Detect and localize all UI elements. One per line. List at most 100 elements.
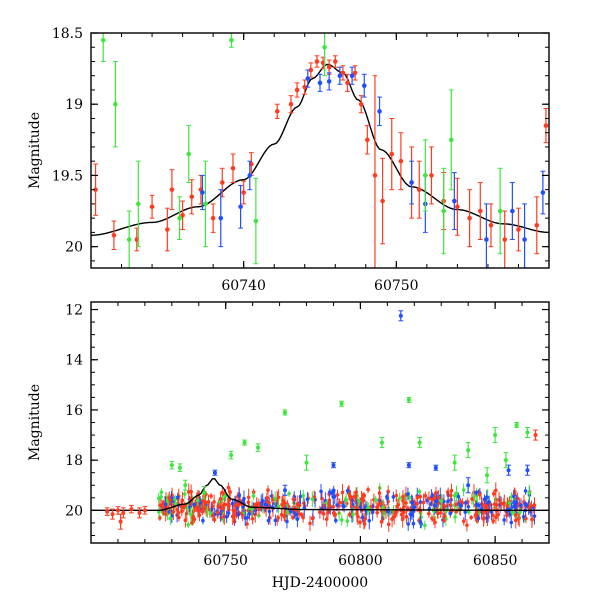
band-point (509, 520, 514, 525)
data-point (409, 180, 414, 185)
band-point (419, 515, 423, 519)
data-point (169, 187, 175, 192)
data-point (118, 519, 123, 524)
y-axis-label: Magnitude (27, 384, 43, 461)
data-point (497, 208, 503, 214)
band-point (461, 488, 466, 492)
band-point (201, 518, 205, 523)
data-point (488, 222, 494, 228)
band-point (224, 515, 229, 519)
band-point (430, 493, 435, 498)
band-point (512, 494, 516, 499)
band-point (310, 497, 315, 501)
band-point (427, 496, 431, 501)
band-point (466, 510, 471, 514)
band-point (253, 512, 258, 517)
band-point (241, 499, 246, 503)
band-point (463, 510, 468, 514)
data-point (433, 465, 438, 470)
data-point (493, 433, 498, 438)
data-point (202, 490, 207, 495)
data-point (372, 173, 378, 178)
data-point (416, 187, 422, 192)
band-point (392, 515, 396, 519)
data-point (314, 59, 320, 64)
band-point (469, 515, 473, 520)
band-point (245, 522, 249, 526)
band-point (279, 512, 284, 517)
band-point (434, 490, 438, 495)
data-point (247, 173, 253, 178)
data-point (183, 483, 188, 488)
band-point (348, 494, 353, 499)
band-point (432, 503, 437, 508)
band-point (492, 502, 497, 507)
band-point (171, 510, 176, 514)
band-point (231, 508, 236, 513)
band-point (257, 507, 261, 512)
band-point (282, 514, 287, 519)
data-point (337, 73, 343, 79)
band-point (247, 512, 251, 516)
data-point (186, 151, 192, 157)
data-point (516, 227, 521, 232)
band-point (215, 510, 220, 515)
band-point (291, 497, 296, 502)
band-point (519, 503, 523, 508)
data-point (218, 215, 224, 221)
data-point (111, 232, 117, 238)
band-point (219, 515, 224, 520)
data-point (339, 401, 344, 406)
data-point (302, 84, 308, 90)
data-point (230, 166, 236, 171)
band-point (319, 489, 323, 494)
band-point (182, 492, 187, 496)
data-point (129, 507, 134, 512)
band-point (477, 503, 481, 508)
band-point (295, 517, 300, 521)
y-tick-label: 14 (65, 353, 83, 369)
band-point (532, 503, 537, 508)
band-point (518, 510, 522, 515)
band-point (196, 507, 201, 511)
band-point (395, 509, 399, 514)
band-point (470, 497, 474, 501)
data-point (377, 109, 382, 114)
series-0 (104, 429, 538, 530)
band-point (514, 513, 518, 517)
data-point (274, 109, 280, 114)
data-point (380, 198, 385, 204)
band-point (527, 491, 531, 495)
band-point (355, 512, 359, 516)
band-point (521, 514, 526, 519)
data-point (308, 67, 314, 73)
band-point (418, 500, 423, 505)
band-point (432, 496, 437, 501)
y-tick-label: 19.5 (52, 168, 83, 184)
x-tick-label: 60740 (221, 278, 266, 294)
band-point (159, 490, 164, 495)
band-point (334, 518, 338, 523)
band-point (436, 495, 441, 500)
data-point (365, 137, 370, 143)
data-point (452, 460, 457, 465)
data-point (429, 173, 434, 178)
x-tick-label: 60800 (338, 553, 383, 569)
band-point (438, 510, 443, 515)
data-point (358, 101, 364, 107)
data-point (466, 483, 471, 488)
band-point (494, 488, 498, 493)
model-curve (91, 477, 549, 512)
band-point (523, 489, 528, 493)
band-point (222, 502, 227, 507)
band-point (189, 512, 193, 517)
plot-area (91, 310, 549, 533)
data-point (200, 190, 205, 195)
series-2 (169, 396, 530, 500)
data-point (514, 423, 519, 428)
data-point (417, 440, 422, 445)
band-point (412, 505, 417, 509)
band-point (163, 502, 168, 507)
band-point (310, 516, 315, 521)
band-point (180, 498, 185, 503)
